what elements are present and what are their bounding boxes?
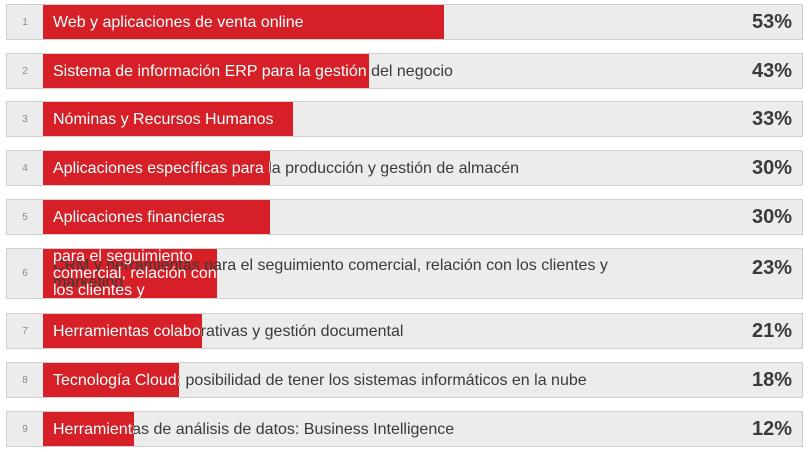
value-label: 18%: [751, 368, 792, 391]
rank-number: 2: [22, 65, 28, 77]
bar-row: 5 Aplicaciones financieras Aplicaciones fi…: [6, 199, 803, 235]
bar-label-text: Tecnología Cloud: posibilidad de tener l…: [53, 371, 587, 389]
bar-label-text: CRM y herramientas para el seguimiento c…: [53, 256, 608, 291]
rank-number: 7: [22, 325, 28, 337]
value-label: 21%: [751, 319, 792, 342]
bar-label-overlay: Herramientas de análisis de datos: Busin…: [53, 420, 134, 438]
rank-number: 8: [22, 374, 28, 386]
rank-number: 6: [22, 268, 28, 279]
bar-label-overlay: Sistema de información ERP para la gesti…: [53, 62, 369, 80]
bar-label-overlay: Web y aplicaciones de venta online: [53, 13, 304, 31]
bar-label-overlay: Tecnología Cloud: posibilidad de tener l…: [53, 371, 179, 389]
bar: [43, 5, 444, 39]
bar: [43, 151, 270, 185]
bar-row: 2 Sistema de información ERP para la gest…: [6, 53, 803, 89]
bar-label: Web y aplicaciones de venta online: [53, 5, 662, 39]
value-label: 23%: [751, 257, 792, 279]
value-label: 33%: [751, 107, 792, 130]
bar-label-text: Nóminas y Recursos Humanos: [53, 110, 274, 128]
bar-row: 7 Herramientas colaborativas y gestión do…: [6, 313, 803, 349]
bar-label-overlay: CRM y herramientas para el seguimiento c…: [53, 249, 217, 298]
bar: [43, 363, 179, 397]
bar-label: Nóminas y Recursos Humanos: [53, 102, 662, 136]
bar-label-overlay: Herramientas colaborativas y gestión doc…: [53, 322, 202, 340]
rank-number: 9: [22, 423, 28, 435]
bar-row: 3 Nóminas y Recursos Humanos Nóminas y Rec…: [6, 101, 803, 137]
bar-label-text: Sistema de información ERP para la gesti…: [53, 62, 453, 80]
bar-row: 1 Web y aplicaciones de venta online Web y…: [6, 4, 803, 40]
bar-label-overlay: Aplicaciones específicas para la producc…: [53, 159, 270, 177]
bar: [43, 314, 202, 348]
value-label: 30%: [751, 156, 792, 179]
bar: [43, 54, 369, 88]
bar-row: 4 Aplicaciones específicas para la produc…: [6, 150, 803, 186]
bar-label-overlay: Aplicaciones financieras: [53, 208, 225, 226]
bar: [43, 249, 217, 298]
bar-label: Sistema de información ERP para la gesti…: [53, 54, 662, 88]
value-label: 53%: [751, 10, 792, 33]
rank-number: 1: [22, 16, 28, 28]
bar-label-text: Aplicaciones financieras: [53, 208, 225, 226]
bar: [43, 412, 134, 446]
bar-label-text: Aplicaciones específicas para la producc…: [53, 159, 520, 177]
rank-number: 5: [22, 211, 28, 223]
rank-number: 4: [22, 162, 28, 174]
value-label: 43%: [751, 59, 792, 82]
bar: [43, 102, 293, 136]
value-label: 12%: [751, 417, 792, 440]
bar-label: Herramientas de análisis de datos: Busin…: [53, 412, 662, 446]
bar-label: CRM y herramientas para el seguimiento c…: [53, 249, 662, 298]
bar-label: Aplicaciones específicas para la producc…: [53, 151, 662, 185]
bar-label-text: Herramientas de análisis de datos: Busin…: [53, 420, 455, 438]
bar-label-text: Web y aplicaciones de venta online: [53, 13, 304, 31]
bar-row: 9 Herramientas de análisis de datos: Busi…: [6, 411, 803, 447]
bar-label: Aplicaciones financieras: [53, 200, 662, 234]
rank-number: 3: [22, 113, 28, 125]
bar: [43, 200, 270, 234]
bar-label: Herramientas colaborativas y gestión doc…: [53, 314, 662, 348]
bar-label: Tecnología Cloud: posibilidad de tener l…: [53, 363, 662, 397]
bar-label-text: Herramientas colaborativas y gestión doc…: [53, 322, 404, 340]
value-label: 30%: [751, 205, 792, 228]
bar-row: 8 Tecnología Cloud: posibilidad de tener …: [6, 362, 803, 398]
bar-row: 6 CRM y herramientas para el seguimiento …: [6, 248, 803, 299]
bar-label-overlay: Nóminas y Recursos Humanos: [53, 110, 274, 128]
